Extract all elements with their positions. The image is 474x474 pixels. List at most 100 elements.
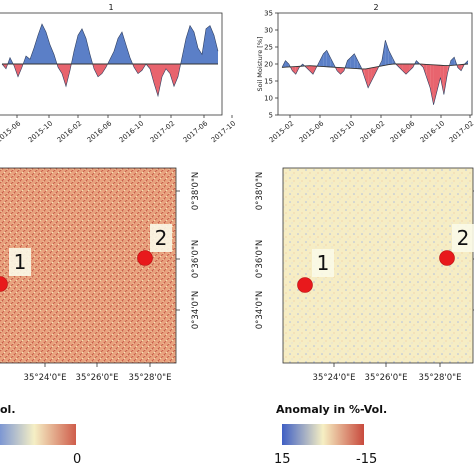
- timeseries-panel-1: 1 2015-06 2015-10 2016-02 2016-06 2016-10 201…: [0, 3, 237, 144]
- p1-area-segment-40-0: [162, 64, 166, 77]
- p1-area-segment-49-0: [198, 48, 202, 64]
- p2-area-segment-21-0: [354, 53, 358, 69]
- mL-point-label-box-0: [9, 248, 31, 276]
- p1-area-segment-52-0: [210, 25, 214, 65]
- map-frame-right: [282, 167, 474, 364]
- colorbar-tick-right-0: 15: [274, 452, 291, 467]
- p1-area-segment-20-0: [82, 28, 86, 64]
- p1-area-segment-47-0: [190, 25, 194, 65]
- p2-area-segment-42-0: [426, 64, 431, 88]
- p1-area-segment-10-0: [42, 24, 46, 64]
- p1-area-segment-51-0: [206, 25, 210, 65]
- p2-area-segment-11-0: [319, 53, 324, 67]
- p1-area-segment-38-0: [154, 64, 158, 96]
- mL-y-tick-1: 0°36'0"N: [191, 240, 201, 279]
- p2-area-segment-26-0: [371, 67, 375, 81]
- colorbar-title-right: Anomaly in %-Vol.: [276, 403, 388, 416]
- p2-area-segment-30-0: [385, 40, 389, 66]
- map-left-points: 12: [0, 224, 172, 292]
- p2-area-segment-1-0: [285, 60, 289, 68]
- colorbar-tick-left-0: 0: [73, 452, 82, 467]
- colorbar-right: [282, 424, 364, 445]
- mR-point-label-box-1: [452, 224, 474, 252]
- p1-area-segment-15-0: [62, 64, 66, 87]
- p2-area-segment-31-0: [388, 50, 393, 65]
- p2-y-tick-1: 10: [264, 95, 273, 103]
- p1-area-segment-23-0: [94, 64, 98, 77]
- mL-x-tick-2: 35°28'0"E: [129, 373, 172, 383]
- p1-area-segment-27-0: [110, 51, 114, 64]
- colorbar-left: [0, 424, 76, 445]
- map-left-x-ticks: 35°24'0"E 35°26'0"E 35°28'0"E: [24, 363, 172, 383]
- map-panel-left: 35°24'0"E 35°26'0"E 35°28'0"E 0°38'0"N 0°36…: [0, 167, 201, 383]
- p1-area-segment-7-0: [30, 48, 34, 64]
- p1-area-segment-25-0: [102, 64, 106, 74]
- mR-y-tick-0: 0°38'0"N: [255, 172, 265, 211]
- p2-x-tick-1: 2015-06: [298, 119, 326, 144]
- mR-x-tick-0: 35°24'0"E: [313, 373, 356, 383]
- p2-y-tick-2: 15: [264, 78, 273, 86]
- mL-point-label-0: 1: [14, 250, 27, 274]
- map-raster-right: [283, 168, 473, 363]
- colorbar-tick-right-1: -15: [356, 452, 378, 467]
- map-left-y-ticks: 0°38'0"N 0°36'0"N 0°34'0"N: [176, 172, 201, 330]
- p2-baseline: [281, 63, 469, 70]
- p1-area-segment-45-0: [182, 38, 186, 64]
- p1-area-segment-28-0: [114, 38, 118, 64]
- p1-area-segment-11-0: [46, 32, 50, 64]
- p2-area-segment-20-0: [350, 53, 355, 69]
- p1-area-segment-19-0: [78, 28, 82, 64]
- mL-y-tick-2: 0°34'0"N: [191, 291, 201, 330]
- p2-area-segment-7-0: [306, 65, 310, 71]
- p2-x-tick-2: 2015-10: [329, 119, 357, 144]
- mR-y-tick-2: 0°34'0"N: [255, 291, 265, 330]
- p2-y-tick-6: 35: [264, 10, 273, 18]
- p2-x-tick-5: 2016-10: [419, 119, 447, 144]
- p2-area-segment-3-0: [292, 66, 296, 75]
- plot-frame-2: [277, 12, 473, 116]
- p1-area-segment-16-0: [66, 64, 70, 87]
- p1-area-segment-46-0: [186, 25, 190, 65]
- p2-series-line: [281, 40, 469, 105]
- map-right-points: 12: [297, 224, 474, 293]
- p2-area-segment-49-0: [450, 57, 455, 66]
- p2-y-tick-4: 25: [264, 44, 273, 52]
- p2-area-segment-25-0: [368, 67, 372, 88]
- mL-y-tick-0: 0°38'0"N: [191, 172, 201, 211]
- mR-y-tick-1: 0°36'0"N: [255, 240, 265, 279]
- mR-point-label-box-0: [312, 249, 334, 277]
- p2-area-segment-34-0: [399, 64, 403, 71]
- p2-area-segment-43-0: [430, 64, 434, 105]
- p1-x-tick-7: 2017-10: [210, 119, 238, 144]
- p1-area-segment-41-0: [166, 64, 170, 74]
- mL-point-label-1: 2: [155, 226, 168, 250]
- series-area-1: [1, 23, 219, 98]
- p1-area-segment-50-0: [202, 28, 206, 64]
- mL-point-label-box-1: [150, 224, 172, 252]
- p1-area-segment-29-0: [118, 32, 122, 64]
- p1-x-tick-1: 2015-10: [27, 119, 55, 144]
- p1-area-segment-42-0: [170, 64, 174, 87]
- p1-area-segment-14-0: [58, 64, 62, 74]
- map-panel-right: 35°24'0"E 35°26'0"E 35°28'0"E 0°38'0"N 0°36…: [255, 167, 474, 383]
- p2-y-tick-0: 5: [269, 112, 273, 120]
- p1-area-segment-21-0: [86, 38, 90, 64]
- p1-area-segment-8-0: [34, 35, 38, 64]
- x-axis-ticks-2: 2015-02 2015-06 2015-10 2016-02 2016-06 2016-…: [268, 115, 474, 144]
- p1-area-segment-18-0: [74, 35, 78, 64]
- p1-area-segment-48-0: [194, 32, 198, 64]
- chart-title-2: 2: [373, 3, 378, 12]
- chart-title-1: 1: [108, 3, 113, 12]
- p2-area-segment-17-0: [340, 67, 344, 75]
- mR-point-label-1: 2: [457, 226, 470, 250]
- colorbar-title-left: ol.: [0, 403, 16, 416]
- p1-area-segment-37-0: [150, 64, 154, 84]
- p2-area-segment-46-0: [440, 65, 444, 95]
- p2-x-tick-0: 2015-02: [268, 119, 296, 144]
- p2-x-tick-6: 2017-02: [448, 119, 474, 144]
- p1-x-tick-5: 2017-02: [149, 119, 177, 144]
- p2-area-segment-44-0: [433, 64, 437, 105]
- p2-y-tick-3: 20: [264, 61, 273, 69]
- p2-area-segment-13-0: [326, 50, 331, 67]
